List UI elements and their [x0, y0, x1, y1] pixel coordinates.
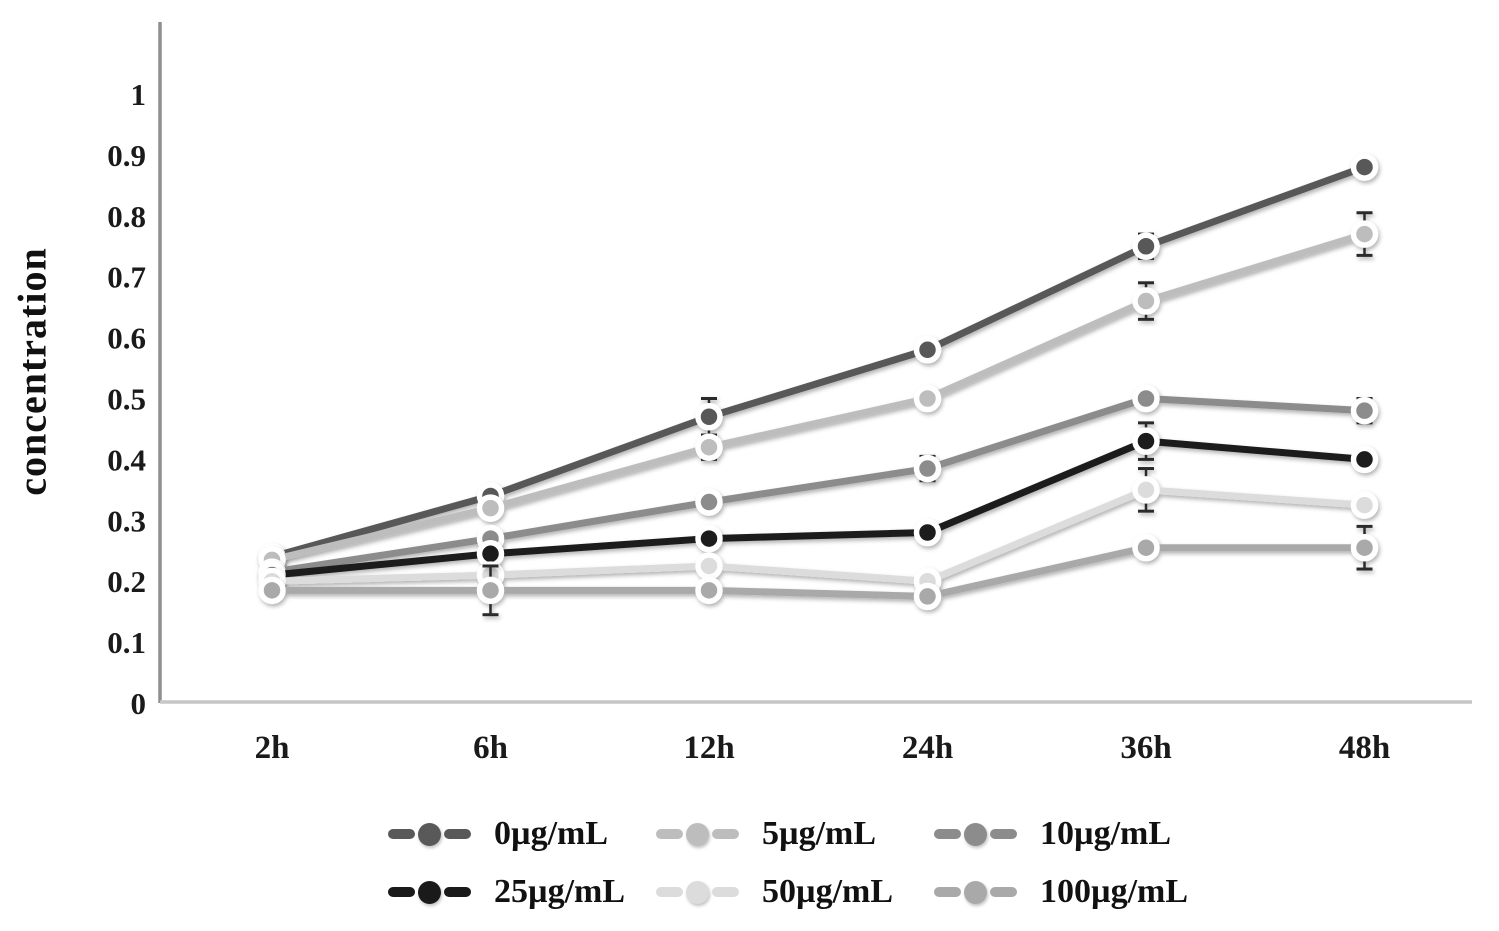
marker-10ug-ml-36h	[1132, 384, 1160, 413]
y-tick-label-1: 1	[131, 77, 147, 112]
legend-marker-icon	[934, 822, 1030, 846]
y-axis-title: concentration	[9, 192, 56, 552]
legend-dash-icon	[934, 829, 961, 839]
y-axis-title-text: concentration	[9, 247, 55, 496]
marker-25ug-ml-12h	[695, 524, 723, 553]
legend-dash-icon	[388, 829, 415, 839]
legend-dot-icon	[964, 822, 987, 846]
series-line-10ug-ml	[268, 395, 1368, 576]
marker-5ug-ml-6h	[476, 494, 505, 522]
x-tick-label-6h: 6h	[473, 730, 508, 766]
marker-5ug-ml-24h	[913, 384, 942, 413]
x-tick-label-36h: 36h	[1120, 730, 1171, 766]
marker-0ug-ml-12h	[695, 403, 723, 431]
legend-item-100ug-ml: 100µg/mL	[934, 868, 1188, 916]
legend-label: 25µg/mL	[494, 873, 626, 910]
marker-50ug-ml-36h	[1132, 476, 1160, 504]
y-tick-label-0-5: 0.5	[107, 382, 146, 417]
x-tick-label-24h: 24h	[902, 730, 953, 766]
legend-item-10ug-ml: 10µg/mL	[934, 810, 1188, 858]
y-tick-label-0: 0	[131, 686, 147, 721]
legend-dash-icon	[990, 887, 1017, 897]
y-tick-label-0-7: 0.7	[107, 260, 146, 295]
series-line-100ug-ml	[268, 544, 1368, 600]
legend-label: 100µg/mL	[1040, 873, 1189, 910]
legend-dot-icon	[964, 880, 987, 904]
series-50ug-ml	[258, 467, 1379, 595]
legend-dot-icon	[686, 880, 709, 904]
marker-100ug-ml-36h	[1132, 533, 1160, 562]
legend-item-50ug-ml: 50µg/mL	[656, 868, 934, 916]
marker-5ug-ml-48h	[1350, 220, 1379, 248]
legend-label: 5µg/mL	[762, 815, 877, 852]
series-100ug-ml	[258, 524, 1379, 617]
y-tick-label-0-8: 0.8	[107, 199, 146, 234]
series-25ug-ml	[258, 421, 1379, 589]
x-tick-label-48h: 48h	[1339, 730, 1390, 766]
marker-50ug-ml-12h	[695, 552, 723, 580]
legend-dot-icon	[686, 822, 709, 846]
series-10ug-ml	[258, 384, 1379, 586]
legend-dash-icon	[656, 887, 683, 897]
marker-10ug-ml-12h	[695, 488, 723, 516]
marker-25ug-ml-24h	[913, 518, 942, 547]
legend-dash-icon	[444, 829, 471, 839]
y-tick-label-0-9: 0.9	[107, 138, 146, 173]
legend-label: 50µg/mL	[762, 873, 894, 910]
marker-100ug-ml-24h	[913, 582, 942, 611]
marker-10ug-ml-24h	[913, 454, 942, 483]
legend-dash-icon	[712, 829, 739, 839]
legend-dot-icon	[418, 822, 441, 846]
series-line-0ug-ml	[268, 163, 1368, 561]
legend-dash-icon	[934, 887, 961, 897]
legend-item-25ug-ml: 25µg/mL	[388, 868, 656, 916]
y-tick-label-0-2: 0.2	[107, 564, 146, 599]
legend-dash-icon	[444, 887, 471, 897]
series-0ug-ml	[258, 153, 1379, 571]
marker-100ug-ml-2h	[258, 576, 286, 605]
marker-0ug-ml-36h	[1132, 232, 1160, 260]
legend-dash-icon	[712, 887, 739, 897]
marker-100ug-ml-48h	[1350, 533, 1379, 562]
series-line-50ug-ml	[268, 486, 1368, 585]
series-5ug-ml	[258, 211, 1379, 574]
y-tick-label-0-1: 0.1	[107, 625, 146, 660]
marker-100ug-ml-6h	[476, 576, 505, 605]
legend-marker-icon	[388, 822, 484, 846]
series-line-5ug-ml	[268, 230, 1368, 564]
y-tick-label-0-3: 0.3	[107, 503, 146, 538]
marker-50ug-ml-48h	[1350, 491, 1379, 519]
marker-0ug-ml-48h	[1350, 153, 1379, 181]
series-line-25ug-ml	[268, 437, 1368, 579]
legend-dash-icon	[656, 829, 683, 839]
x-tick-label-12h: 12h	[683, 730, 734, 766]
marker-25ug-ml-48h	[1350, 445, 1379, 474]
marker-100ug-ml-12h	[695, 576, 723, 605]
legend-label: 10µg/mL	[1040, 815, 1172, 852]
legend-marker-icon	[388, 880, 484, 904]
legend-item-0ug-ml: 0µg/mL	[388, 810, 656, 858]
legend-dash-icon	[990, 829, 1017, 839]
legend-marker-icon	[656, 880, 752, 904]
legend-marker-icon	[934, 880, 1030, 904]
legend-item-5ug-ml: 5µg/mL	[656, 810, 934, 858]
legend-dot-icon	[418, 880, 441, 904]
y-tick-label-0-4: 0.4	[107, 442, 146, 477]
legend: 0µg/mL 5µg/mL 10µg/mL 25µg/mL 50µg/mL 100µg/m…	[388, 810, 1188, 916]
legend-dash-icon	[388, 887, 415, 897]
marker-0ug-ml-24h	[913, 336, 942, 364]
marker-10ug-ml-48h	[1350, 396, 1379, 425]
x-tick-label-2h: 2h	[255, 730, 290, 766]
marker-5ug-ml-36h	[1132, 287, 1160, 315]
legend-label: 0µg/mL	[494, 815, 609, 852]
legend-marker-icon	[656, 822, 752, 846]
marker-25ug-ml-36h	[1132, 427, 1160, 455]
y-tick-label-0-6: 0.6	[107, 321, 146, 356]
marker-5ug-ml-12h	[695, 433, 723, 461]
